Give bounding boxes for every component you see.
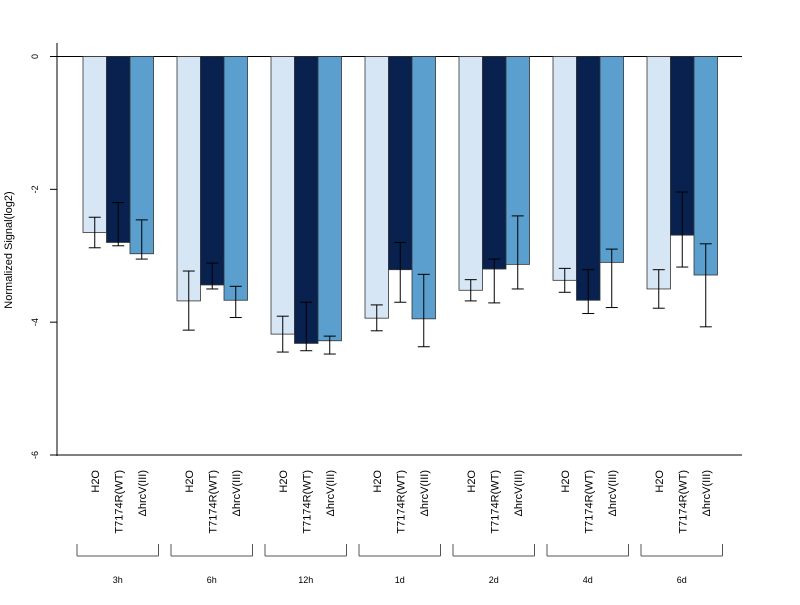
bar — [364, 56, 389, 319]
group-label: 1d — [395, 575, 405, 585]
bar — [482, 56, 507, 270]
x-tick-label: ΔhrcV(III) — [419, 470, 431, 516]
group-label: 3h — [113, 575, 123, 585]
y-tick-label: -2 — [30, 185, 40, 193]
x-tick-label: ΔhrcV(III) — [137, 470, 149, 516]
bar — [176, 56, 201, 302]
x-tick-label: ΔhrcV(III) — [513, 470, 525, 516]
group-label: 2d — [489, 575, 499, 585]
group-label: 4d — [583, 575, 593, 585]
x-tick-label: T7174R(WT) — [395, 470, 407, 534]
bar — [388, 56, 413, 271]
y-tick-label: -6 — [30, 451, 40, 459]
x-tick-label: H2O — [654, 470, 666, 493]
x-tick-label: T7174R(WT) — [113, 470, 125, 534]
group-label: 12h — [298, 575, 313, 585]
bar — [693, 56, 718, 276]
bar — [646, 56, 671, 290]
x-tick-label: T7174R(WT) — [489, 470, 501, 534]
group-label: 6d — [677, 575, 687, 585]
x-tick-label: ΔhrcV(III) — [701, 470, 713, 516]
x-tick-label: H2O — [278, 470, 290, 493]
x-tick-label: ΔhrcV(III) — [325, 470, 337, 516]
bar — [270, 56, 295, 335]
bar — [552, 56, 577, 281]
x-tick-label: H2O — [560, 470, 572, 493]
x-tick-label: H2O — [372, 470, 384, 493]
x-tick-label: ΔhrcV(III) — [607, 470, 619, 516]
bar — [294, 56, 319, 344]
bar — [223, 56, 248, 301]
y-tick-label: -4 — [30, 318, 40, 326]
x-tick-label: ΔhrcV(III) — [231, 470, 243, 516]
x-tick-label: T7174R(WT) — [207, 470, 219, 534]
x-tick-label: T7174R(WT) — [301, 470, 313, 534]
x-tick-label: H2O — [184, 470, 196, 493]
bar — [576, 56, 601, 301]
y-tick-label: 0 — [30, 54, 40, 59]
x-tick-label: H2O — [466, 470, 478, 493]
x-tick-label: T7174R(WT) — [677, 470, 689, 534]
group-label: 6h — [207, 575, 217, 585]
y-axis-label: Normalized Signal(log2) — [3, 191, 15, 308]
x-tick-label: H2O — [90, 470, 102, 493]
bar — [599, 56, 624, 263]
x-tick-label: T7174R(WT) — [583, 470, 595, 534]
bar — [317, 56, 342, 342]
bar — [200, 56, 225, 286]
bar — [458, 56, 483, 291]
bar — [82, 56, 107, 233]
